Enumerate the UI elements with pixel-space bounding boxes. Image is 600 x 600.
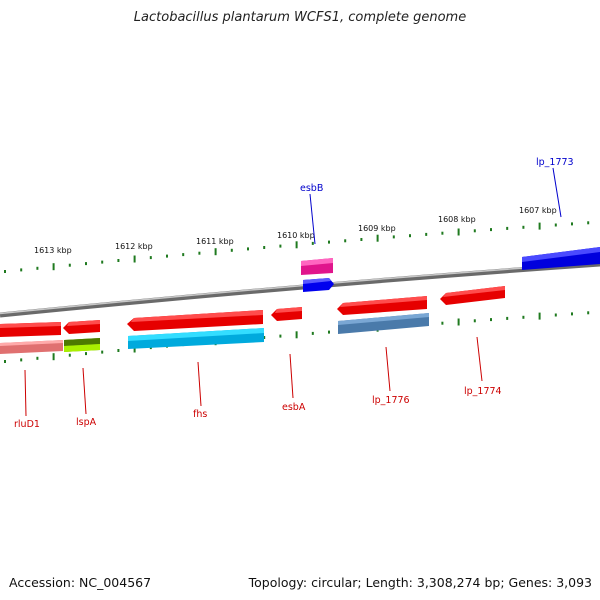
scale-label-1609: 1609 kbp [358,224,396,233]
gene-label-rluD1[interactable]: rluD1 [14,419,40,430]
gene-esbA-feature[interactable] [271,307,302,321]
map-title: Lactobacillus plantarum WCFS1, complete … [133,10,467,25]
leader-lp_1776 [385,346,391,392]
scale-label-1610: 1610 kbp [277,231,315,240]
accession-text: Accession: NC_004567 [9,575,152,590]
gene-label-lp_1776[interactable]: lp_1776 [372,395,410,406]
leader-esbB [309,193,316,245]
gene-lp_1776-feature[interactable] [337,296,429,334]
gene-label-lspA[interactable]: lspA [76,417,97,428]
leader-esbA [289,353,294,399]
gene-label-lp_1773[interactable]: lp_1773 [536,157,574,168]
scale-label-1611: 1611 kbp [196,237,234,246]
genome-backbone [0,261,600,318]
gene-lp_1774-feature[interactable] [440,286,505,305]
leader-fhs [197,361,202,407]
gene-label-esbB[interactable]: esbB [300,183,323,194]
genome-backbone-highlight [0,261,600,315]
gene-label-fhs[interactable]: fhs [193,409,207,420]
leader-lp_1773 [552,167,562,218]
leader-rluD1 [24,369,27,417]
gene-label-lp_1774[interactable]: lp_1774 [464,386,502,397]
scale-label-1607: 1607 kbp [519,206,557,215]
scale-label-1613: 1613 kbp [34,246,72,255]
scale-label-1608: 1608 kbp [438,215,476,224]
leader-lspA [82,367,87,415]
gene-esbB-feature[interactable] [301,258,333,275]
gene-lspA-feature[interactable] [63,320,100,352]
gene-fhs-feature[interactable] [127,310,264,349]
leader-lp_1774 [476,336,483,382]
genome-summary-text: Topology: circular; Length: 3,308,274 bp… [248,575,592,590]
gene-small-blue-feature[interactable] [303,278,334,292]
scale-label-1612: 1612 kbp [115,242,153,251]
gene-lp_1773-feature[interactable] [522,247,600,270]
scale-ticks-upper [4,221,590,273]
gene-label-esbA[interactable]: esbA [282,402,306,413]
gene-rluD1-feature[interactable] [0,322,63,354]
